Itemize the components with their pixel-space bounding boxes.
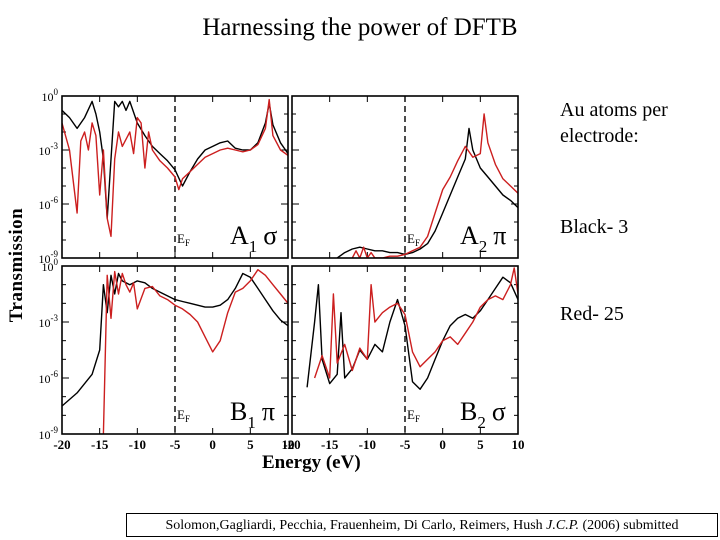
panel-label: A1 σ [230,221,277,256]
panel-a2: A2 π EF [291,95,519,259]
x-tick-label: 10 [282,437,295,452]
series-red-line [62,98,288,238]
panel-frame [291,95,519,259]
x-tick-label: -20 [283,437,300,452]
fermi-label: EF [177,407,190,424]
series-group [62,98,288,238]
citation-rest: (2006) submitted [578,518,679,533]
panel-b2: B2 σ EF -20 -15 -10 -5 0 5 10 [283,265,525,452]
series-black-line [336,127,518,258]
x-axis-label: Energy (eV) [262,452,361,473]
fermi-label: EF [407,407,420,424]
x-tick-label: 0 [439,437,446,452]
y-tick-label: 100 [42,87,59,104]
panel-frame [291,265,519,435]
y-tick-label: 10-6 [39,195,59,212]
x-tick-label: -15 [91,437,109,452]
legend-black-series: Black- 3 [560,216,629,238]
y-tick-label: 10-6 [39,369,59,386]
y-tick-label: 10-3 [39,141,59,158]
panel-label: A2 π [460,221,506,256]
y-tick-label: 10-9 [39,249,59,266]
x-tick-label: 10 [512,437,525,452]
x-tick-label: 0 [209,437,216,452]
series-group [336,113,518,258]
legend-red-series: Red- 25 [560,303,624,325]
panel-b1: B1 π EF 100 10-3 10-6 10-9-20 -15 -10 -5 0 5 10 [39,257,295,452]
series-group [62,269,288,434]
panel-label: B1 π [230,397,275,432]
series-red-line [351,113,518,258]
x-tick-label: 5 [477,437,484,452]
citation-journal: J.C.P. [546,518,579,533]
x-tick-label: -5 [170,437,181,452]
x-tick-label: -10 [129,437,146,452]
page-title: Harnessing the power of DFTB [202,14,518,41]
x-tick-label: -10 [359,437,376,452]
x-tick-label: -5 [400,437,411,452]
series-black-line [306,276,518,390]
panel-frame [61,95,289,259]
x-tick-label: -20 [53,437,70,452]
fermi-label: EF [177,231,190,248]
x-tick-label: 5 [247,437,254,452]
y-tick-label: 10-3 [39,313,59,330]
y-tick-label: 100 [42,257,59,274]
panel-a1: A1 σ EF 100 10-3 10-6 10-9 [39,87,289,266]
series-red-line [102,269,288,434]
legend-heading: Au atoms per electrode: [560,99,668,147]
series-red-line [313,267,518,379]
series-group [306,267,518,390]
citation-authors: Solomon,Gagliardi, Pecchia, Frauenheim, … [165,518,547,533]
citation: Solomon,Gagliardi, Pecchia, Frauenheim, … [126,513,718,537]
panel-frame [61,265,289,435]
fermi-label: EF [407,231,420,248]
series-black-line [62,272,288,407]
x-tick-label: -15 [321,437,339,452]
panel-label: B2 σ [460,397,506,432]
y-tick-label: 10-9 [39,425,59,442]
